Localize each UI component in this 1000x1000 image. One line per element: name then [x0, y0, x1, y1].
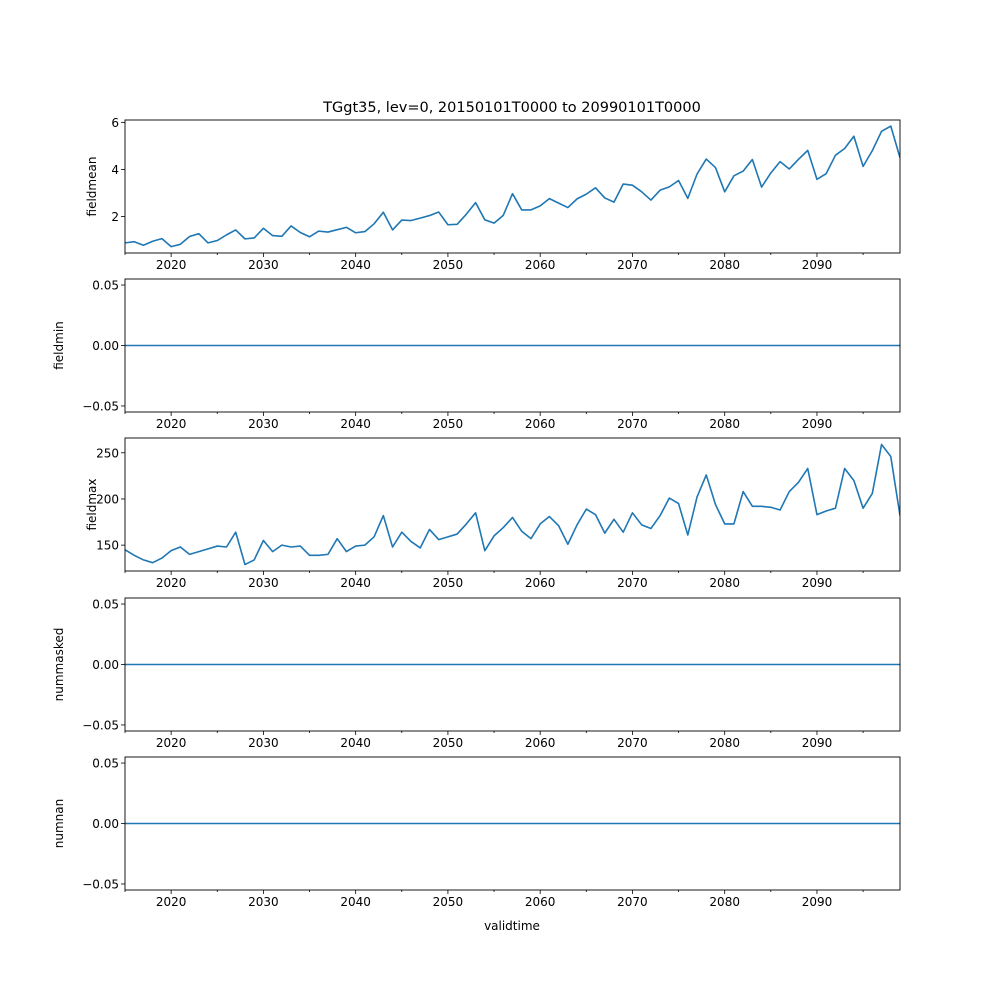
axes-frame: [124, 119, 901, 254]
y-axis-label: numnan: [52, 799, 66, 848]
axes-frame: [124, 437, 901, 572]
x-tick-label: 2040: [340, 417, 371, 431]
x-tick-label: 2040: [340, 736, 371, 750]
x-tick-label: 2040: [340, 895, 371, 909]
y-tick-label: 0.00: [92, 339, 119, 353]
x-tick-label: 2050: [433, 258, 464, 272]
y-axis-label: fieldmax: [85, 478, 99, 530]
x-tick-label: 2090: [802, 576, 833, 590]
subplot-fieldmax: 2020 2030 2040 2050 2060 2070 2080 2090 150 200 25…: [85, 437, 901, 590]
y-tick-label: 0.05: [92, 598, 119, 612]
x-tick-label: 2020: [156, 895, 187, 909]
x-tick-label: 2030: [248, 895, 279, 909]
x-tick-label: 2050: [433, 576, 464, 590]
x-tick-label: 2090: [802, 736, 833, 750]
subplot-fieldmin: 2020 2030 2040 2050 2060 2070 2080 2090 −0.05 0.0…: [52, 279, 901, 431]
subplots: 2020 2030 2040 2050 2060 2070 2080 2090 2 4 6 field…: [52, 116, 901, 909]
y-axis-label: fieldmin: [52, 321, 66, 370]
y-tick-label: 150: [96, 539, 119, 553]
subplot-nummasked: 2020 2030 2040 2050 2060 2070 2080 2090 −0.05 0.0…: [52, 598, 901, 750]
x-tick-label: 2030: [248, 417, 279, 431]
x-tick-label: 2030: [248, 576, 279, 590]
x-tick-label: 2050: [433, 736, 464, 750]
x-tick-label: 2080: [709, 895, 740, 909]
series-line-fieldmax: [125, 443, 900, 566]
x-tick-label: 2090: [802, 417, 833, 431]
subplot-fieldmean: 2020 2030 2040 2050 2060 2070 2080 2090 2 4 6 field…: [85, 116, 901, 272]
x-tick-label: 2070: [617, 576, 648, 590]
figure-title: TGgt35, lev=0, 20150101T0000 to 20990101…: [322, 100, 701, 116]
x-tick-label: 2080: [709, 258, 740, 272]
x-tick-label: 2080: [709, 736, 740, 750]
x-tick-label: 2070: [617, 736, 648, 750]
subplot-numnan: 2020 2030 2040 2050 2060 2070 2080 2090 −0.05 0.0…: [52, 757, 901, 909]
x-tick-label: 2050: [433, 417, 464, 431]
y-axis-label: fieldmean: [85, 157, 99, 217]
y-tick-label: −0.05: [82, 718, 119, 732]
x-tick-label: 2050: [433, 895, 464, 909]
y-tick-label: 6: [111, 116, 119, 130]
x-tick-label: 2070: [617, 417, 648, 431]
x-tick-label: 2080: [709, 417, 740, 431]
y-tick-label: 0.00: [92, 658, 119, 672]
y-tick-label: −0.05: [82, 399, 119, 413]
x-tick-label: 2040: [340, 576, 371, 590]
x-tick-label: 2060: [525, 895, 556, 909]
x-tick-label: 2020: [156, 576, 187, 590]
x-tick-label: 2090: [802, 895, 833, 909]
x-tick-label: 2040: [340, 258, 371, 272]
x-tick-label: 2060: [525, 417, 556, 431]
y-tick-label: 0.05: [92, 279, 119, 293]
x-tick-label: 2020: [156, 417, 187, 431]
y-tick-label: 2: [111, 210, 119, 224]
x-tick-label: 2020: [156, 258, 187, 272]
x-tick-label: 2060: [525, 736, 556, 750]
y-tick-label: 4: [111, 163, 119, 177]
y-tick-label: 250: [96, 446, 119, 460]
series-line-fieldmean: [125, 125, 900, 248]
y-tick-label: 200: [96, 492, 119, 506]
x-tick-label: 2070: [617, 258, 648, 272]
x-tick-label: 2030: [248, 736, 279, 750]
x-tick-label: 2070: [617, 895, 648, 909]
y-tick-label: 0.05: [92, 757, 119, 771]
x-axis-label: validtime: [484, 919, 540, 933]
y-tick-label: −0.05: [82, 877, 119, 891]
x-tick-label: 2080: [709, 576, 740, 590]
y-tick-label: 0.00: [92, 817, 119, 831]
x-tick-label: 2090: [802, 258, 833, 272]
x-tick-label: 2060: [525, 258, 556, 272]
x-tick-label: 2060: [525, 576, 556, 590]
x-tick-label: 2020: [156, 736, 187, 750]
x-tick-label: 2030: [248, 258, 279, 272]
y-axis-label: nummasked: [52, 628, 66, 702]
